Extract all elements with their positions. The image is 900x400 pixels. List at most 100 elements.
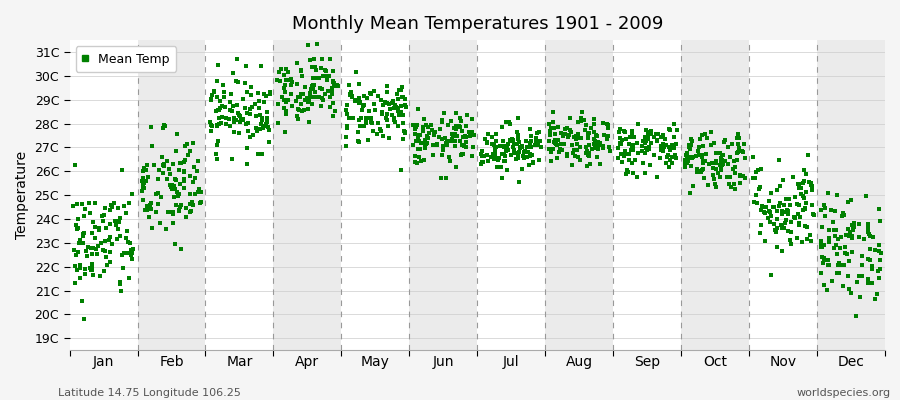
Point bbox=[622, 151, 636, 157]
Point bbox=[600, 132, 615, 139]
Point bbox=[249, 128, 264, 134]
Point bbox=[480, 139, 494, 145]
Point bbox=[643, 128, 657, 135]
Point bbox=[173, 180, 187, 187]
Point bbox=[295, 108, 310, 114]
Point bbox=[770, 208, 785, 214]
Point bbox=[312, 94, 327, 100]
Point bbox=[284, 76, 298, 82]
Point bbox=[845, 221, 859, 228]
Point bbox=[646, 152, 661, 158]
Point bbox=[167, 185, 182, 192]
Point bbox=[800, 236, 814, 242]
Point bbox=[475, 152, 490, 159]
Point bbox=[256, 99, 271, 106]
Point bbox=[663, 145, 678, 152]
Point bbox=[460, 112, 474, 118]
Point bbox=[751, 167, 765, 173]
Point bbox=[108, 218, 122, 224]
Point bbox=[104, 241, 119, 247]
Point bbox=[662, 144, 677, 150]
Point bbox=[591, 144, 606, 150]
Point bbox=[352, 95, 366, 101]
Point bbox=[99, 254, 113, 260]
Point bbox=[590, 142, 605, 149]
Point bbox=[293, 94, 308, 101]
Point bbox=[643, 162, 657, 168]
Point bbox=[572, 135, 586, 141]
Point bbox=[158, 162, 172, 169]
Point bbox=[661, 152, 675, 158]
Point bbox=[463, 132, 477, 139]
Point bbox=[853, 294, 868, 300]
Point bbox=[611, 129, 625, 136]
Point bbox=[179, 205, 194, 211]
Point bbox=[364, 118, 379, 125]
Point bbox=[502, 119, 517, 126]
Point bbox=[290, 60, 304, 66]
Point bbox=[842, 232, 856, 238]
Point bbox=[143, 206, 157, 212]
Point bbox=[738, 175, 752, 181]
Point bbox=[176, 176, 191, 182]
Point bbox=[872, 206, 886, 212]
Point bbox=[794, 190, 808, 197]
Point bbox=[492, 143, 507, 150]
Point bbox=[775, 248, 789, 254]
Point bbox=[290, 80, 304, 87]
Point bbox=[803, 232, 817, 238]
Point bbox=[71, 224, 86, 231]
Point bbox=[144, 225, 158, 232]
Point bbox=[731, 149, 745, 156]
Point bbox=[83, 210, 97, 216]
Point bbox=[325, 88, 339, 94]
Point bbox=[441, 122, 455, 128]
Point bbox=[219, 114, 233, 121]
Point bbox=[238, 121, 253, 128]
Point bbox=[356, 102, 370, 109]
Point bbox=[613, 140, 627, 146]
Point bbox=[328, 82, 343, 88]
Point bbox=[240, 120, 255, 126]
Point bbox=[560, 152, 574, 158]
Point bbox=[251, 90, 266, 96]
Point bbox=[398, 130, 412, 136]
Point bbox=[297, 97, 311, 103]
Point bbox=[319, 68, 333, 74]
Point bbox=[151, 176, 166, 182]
Point bbox=[184, 201, 198, 207]
Point bbox=[177, 142, 192, 149]
Point bbox=[762, 209, 777, 215]
Point bbox=[157, 122, 171, 128]
Point bbox=[825, 277, 840, 284]
Point bbox=[801, 152, 815, 158]
Point bbox=[260, 114, 274, 121]
Point bbox=[872, 242, 886, 248]
Point bbox=[86, 219, 101, 225]
Point bbox=[449, 110, 464, 116]
Point bbox=[654, 146, 669, 153]
Point bbox=[144, 124, 158, 130]
Point bbox=[111, 225, 125, 232]
Point bbox=[593, 139, 608, 146]
Point bbox=[251, 104, 266, 111]
Point bbox=[103, 258, 117, 265]
Point bbox=[680, 156, 694, 162]
Point bbox=[746, 199, 760, 206]
Point bbox=[281, 76, 295, 83]
Point bbox=[859, 193, 873, 199]
Point bbox=[274, 94, 289, 101]
Point bbox=[166, 210, 181, 217]
Point bbox=[680, 149, 695, 156]
Point bbox=[73, 274, 87, 281]
Point bbox=[156, 162, 170, 168]
Point bbox=[524, 133, 538, 139]
Point bbox=[212, 120, 226, 127]
Point bbox=[309, 74, 323, 81]
Point bbox=[136, 182, 150, 188]
Point bbox=[68, 252, 83, 258]
Point bbox=[842, 258, 857, 264]
Point bbox=[202, 119, 217, 125]
Point bbox=[774, 222, 788, 228]
Point bbox=[355, 115, 369, 121]
